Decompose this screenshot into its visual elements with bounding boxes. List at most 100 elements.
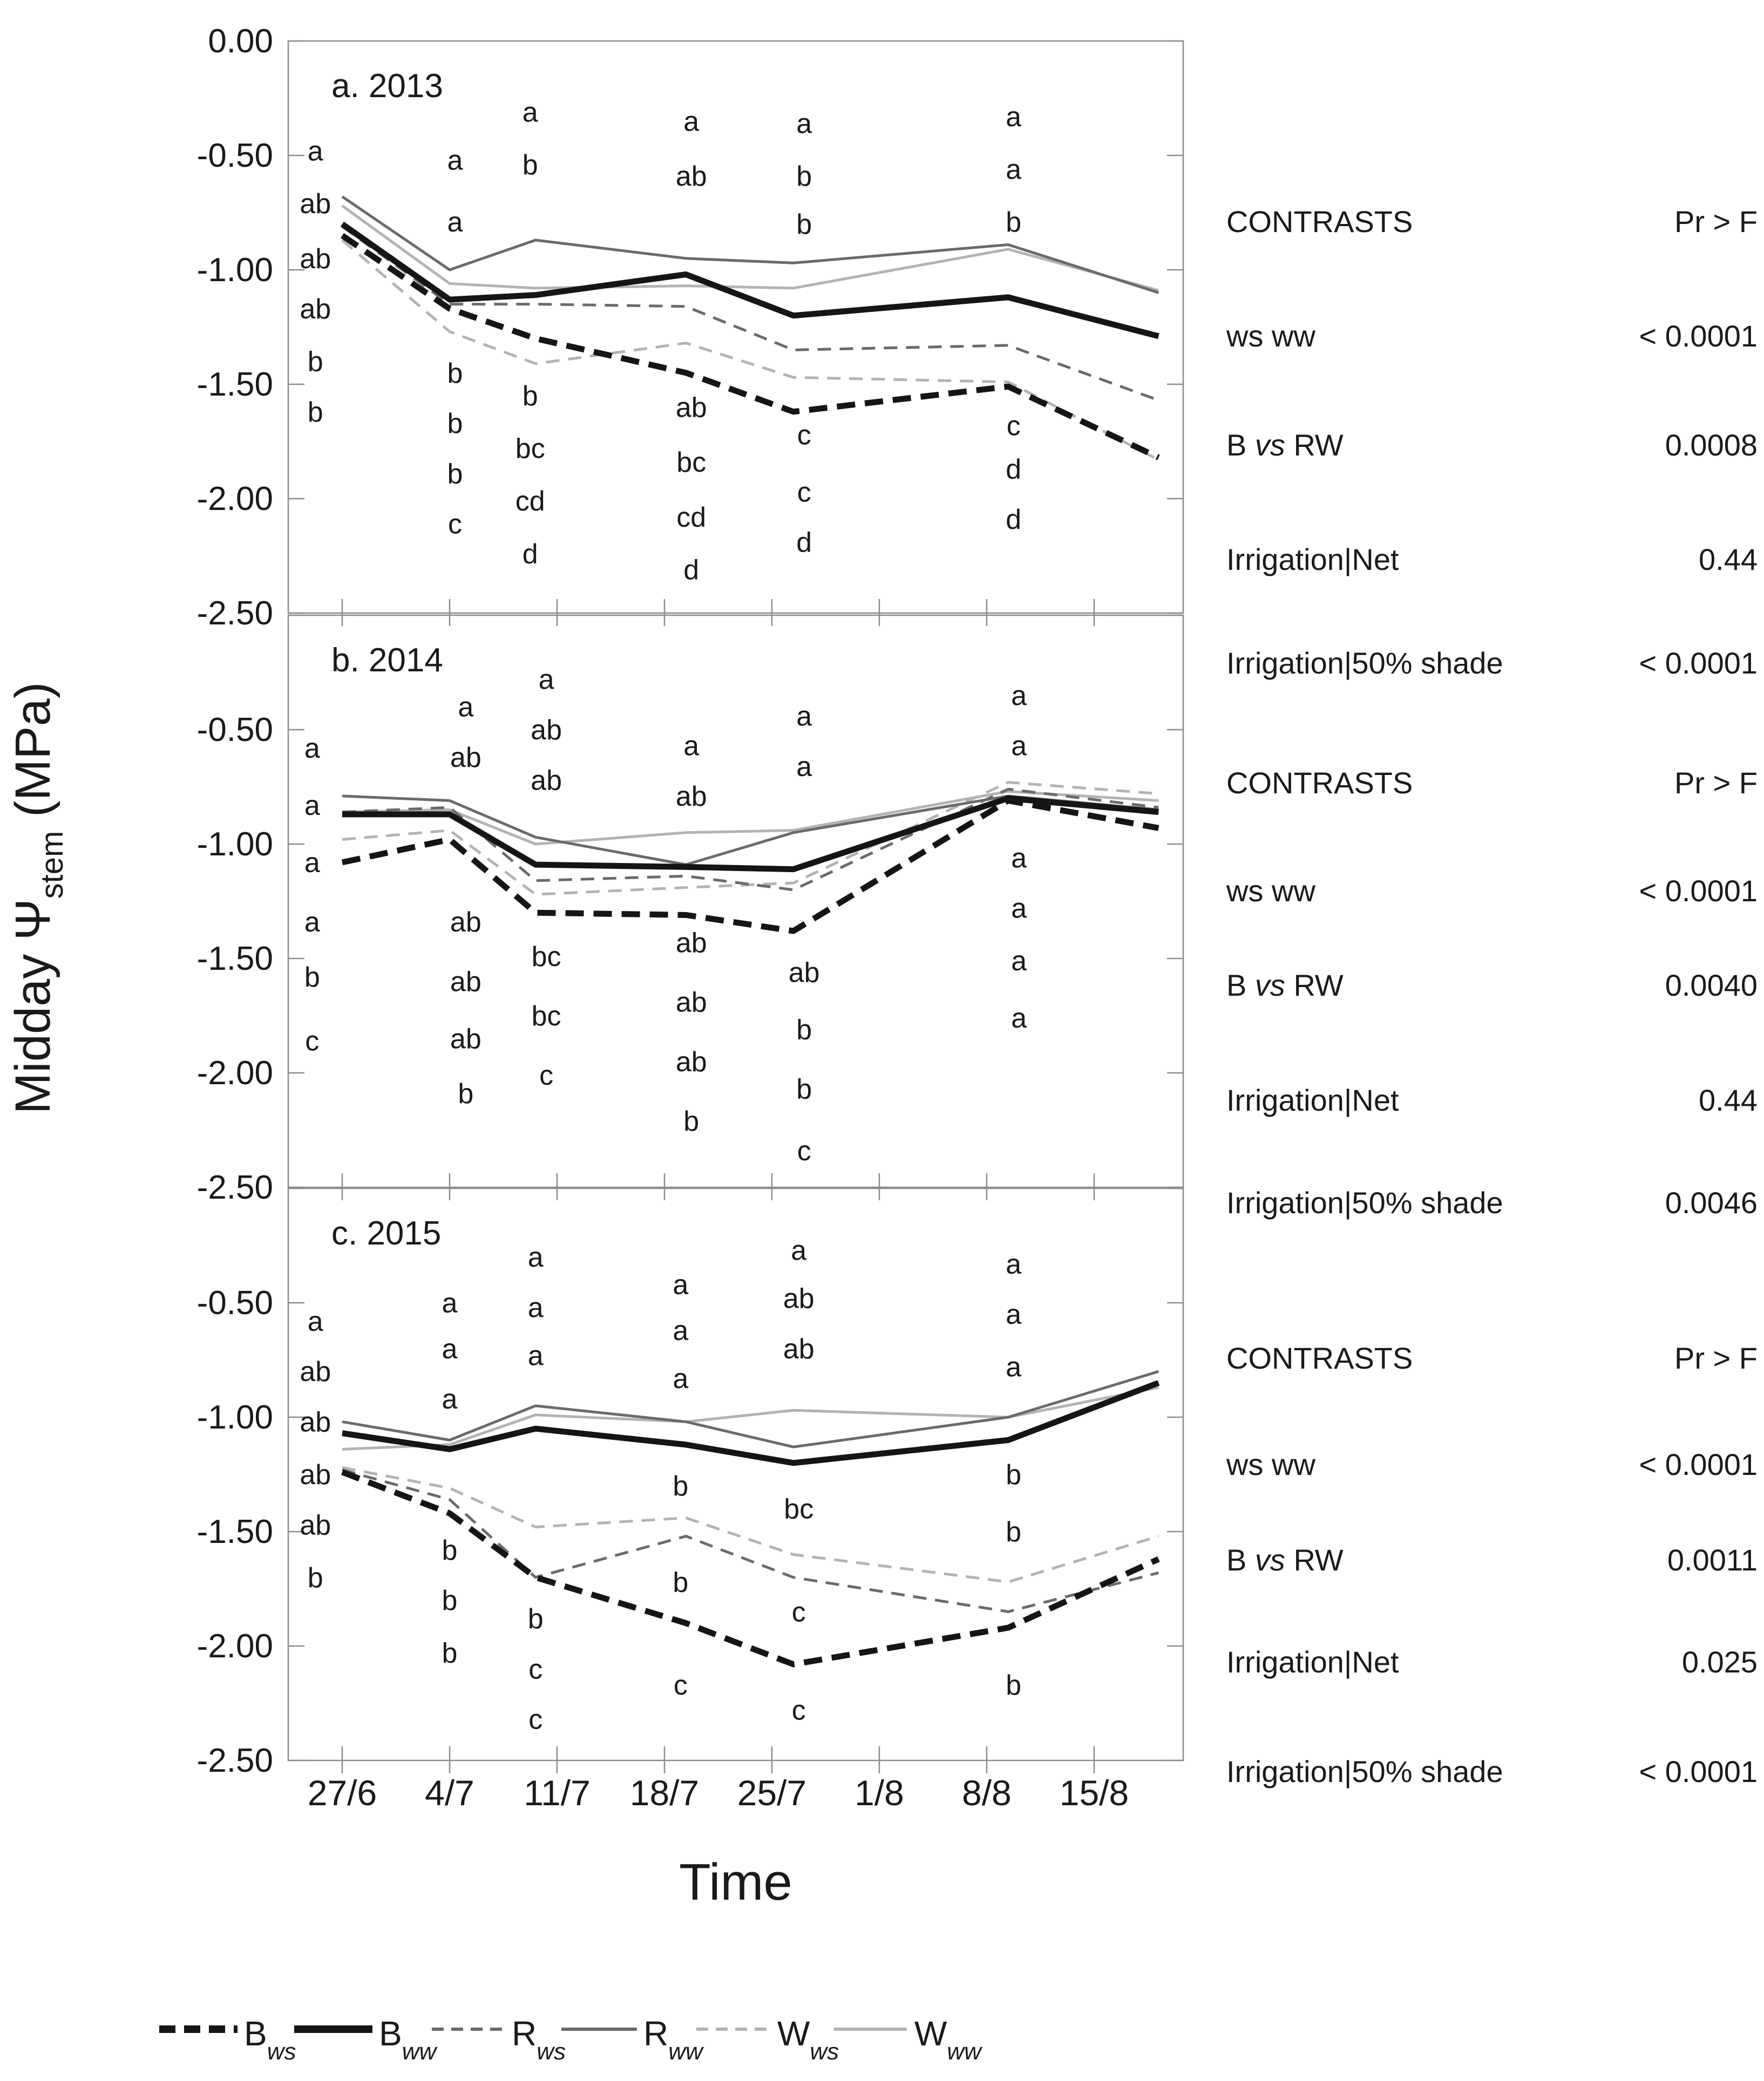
sig-letter: a: [539, 664, 554, 696]
contrast-row-value: 0.0008: [1665, 428, 1758, 462]
sig-letter: a: [442, 1334, 458, 1365]
sig-letter: b: [796, 161, 812, 192]
sig-letter: d: [683, 554, 699, 586]
sig-letter: a: [304, 847, 320, 879]
sig-letter: a: [304, 790, 320, 821]
sig-letter: ab: [676, 161, 707, 192]
sig-letter: c: [539, 1060, 553, 1091]
y-tick-label: -0.50: [197, 1284, 273, 1322]
sig-letter: ab: [300, 243, 331, 275]
series-line-B_ws-b: [341, 797, 1159, 934]
panel-border: [287, 1187, 1184, 1762]
sig-letter: a: [673, 1315, 688, 1346]
sig-letter: b: [308, 346, 323, 378]
sig-letter: a: [1011, 680, 1027, 711]
contrasts-pr-f-header: Pr > F: [1674, 1341, 1758, 1375]
sig-letter: a: [442, 1384, 458, 1415]
contrast-label-part: RW: [1285, 1543, 1344, 1577]
contrast-row-label: Irrigation|Net: [1226, 1645, 1399, 1679]
legend-label-subscript: ws: [267, 2038, 296, 2065]
sig-letter: ab: [450, 907, 481, 938]
sig-letter: b: [308, 397, 323, 428]
sig-letter: b: [1006, 1670, 1021, 1701]
sig-letter: d: [1006, 454, 1021, 485]
sig-letter: b: [304, 962, 320, 993]
contrast-row-value: < 0.0001: [1639, 1447, 1758, 1481]
contrast-row-label: B vs RW: [1226, 428, 1344, 462]
panel-border: [287, 614, 1184, 1188]
sig-letter: a: [528, 1341, 544, 1372]
sig-letter: b: [1006, 1459, 1021, 1491]
series-line-W_ww-c: [342, 1386, 1159, 1451]
y-axis-title: Midday Ψstem (MPa): [5, 682, 70, 1114]
sig-letter: ab: [676, 392, 707, 423]
sig-letter: a: [304, 907, 320, 938]
contrast-label-part: RW: [1285, 428, 1344, 462]
sig-letter: c: [797, 419, 811, 451]
series-line-R_ws-c: [342, 1468, 1159, 1613]
series-line-W_ws-a: [341, 239, 1159, 461]
legend-label-B_ws: Bws: [244, 2014, 296, 2065]
sig-letter: ab: [676, 987, 707, 1018]
legend-label-subscript: ww: [402, 2038, 438, 2065]
contrast-row-value: 0.0011: [1667, 1543, 1758, 1577]
legend-label-subscript: ww: [668, 2038, 704, 2065]
y-tick-label: -0.50: [197, 711, 273, 749]
sig-letter: ab: [300, 294, 331, 325]
sig-letter: a: [1011, 893, 1027, 924]
sig-letter: bc: [515, 433, 545, 465]
contrasts-table-b: CONTRASTS Pr > F ws ww < 0.0001 B vs RW 0.004…: [1226, 766, 1758, 1220]
panel-title: b. 2014: [331, 642, 443, 679]
sig-letter: c: [797, 477, 811, 508]
contrast-row-value: 0.0040: [1665, 968, 1758, 1002]
sig-letter: a: [304, 733, 320, 764]
x-tick-label: 25/7: [737, 1773, 806, 1813]
sig-letter: a: [683, 106, 699, 137]
sig-letter: b: [796, 1014, 812, 1045]
sig-letter: bc: [532, 1001, 561, 1032]
legend-item-R_ww: Rww: [561, 2014, 704, 2065]
y-tick-label: -1.00: [197, 1399, 273, 1436]
legend-label-main: B: [244, 2014, 267, 2053]
series-line-W_ws-b: [342, 781, 1159, 896]
legend-label-W_ws: Wws: [777, 2014, 839, 2065]
panel-b: -0.50-1.00-1.50-2.00-2.50aaaabcaabababab…: [197, 614, 1758, 1220]
contrasts-pr-f-header: Pr > F: [1674, 205, 1758, 239]
contrasts-table-c: CONTRASTS Pr > F ws ww < 0.0001 B vs RW 0.001…: [1226, 1341, 1758, 1788]
sig-letter: a: [308, 1306, 323, 1337]
sig-letter: b: [528, 1603, 544, 1635]
sig-letter: ab: [676, 781, 707, 812]
contrast-row-value: < 0.0001: [1639, 319, 1758, 353]
sig-letter: ab: [300, 1509, 331, 1541]
y-tick-label: -1.50: [197, 1513, 273, 1550]
sig-letter: b: [1006, 207, 1021, 238]
contrasts-header: CONTRASTS: [1226, 205, 1413, 239]
legend-item-W_ww: Www: [834, 2014, 983, 2065]
contrast-row-label: Irrigation|Net: [1226, 542, 1399, 576]
sig-letter: d: [1006, 504, 1021, 535]
sig-letter: a: [1006, 1249, 1021, 1280]
sig-letter: c: [792, 1695, 806, 1726]
series-line-B_ws-c: [341, 1469, 1160, 1668]
contrast-label-vs: vs: [1255, 968, 1285, 1002]
sig-letter: a: [673, 1269, 688, 1301]
contrast-row-value: 0.0046: [1665, 1186, 1758, 1220]
sig-letter: c: [528, 1704, 542, 1736]
y-axis-title-main: Midday Ψ: [5, 899, 60, 1114]
x-tick-label: 4/7: [425, 1773, 474, 1813]
sig-letter: a: [1011, 946, 1027, 977]
panel-border: [287, 40, 1184, 614]
sig-letter: a: [796, 108, 812, 140]
sig-letter: b: [442, 1535, 458, 1566]
sig-letter: ab: [531, 765, 562, 796]
y-tick-label: -1.50: [197, 366, 273, 403]
panels-group: 0.00-0.50-1.00-1.50-2.00-2.50aabababbbaa…: [197, 23, 1758, 1788]
sig-letter: ab: [300, 1356, 331, 1388]
sig-letter: ab: [783, 1283, 815, 1315]
legend-label-main: R: [643, 2014, 668, 2053]
x-tick-label: 27/6: [308, 1773, 377, 1813]
sig-letter: c: [797, 1135, 811, 1167]
sig-letter: ab: [531, 715, 562, 746]
sig-letter: bc: [532, 941, 561, 973]
